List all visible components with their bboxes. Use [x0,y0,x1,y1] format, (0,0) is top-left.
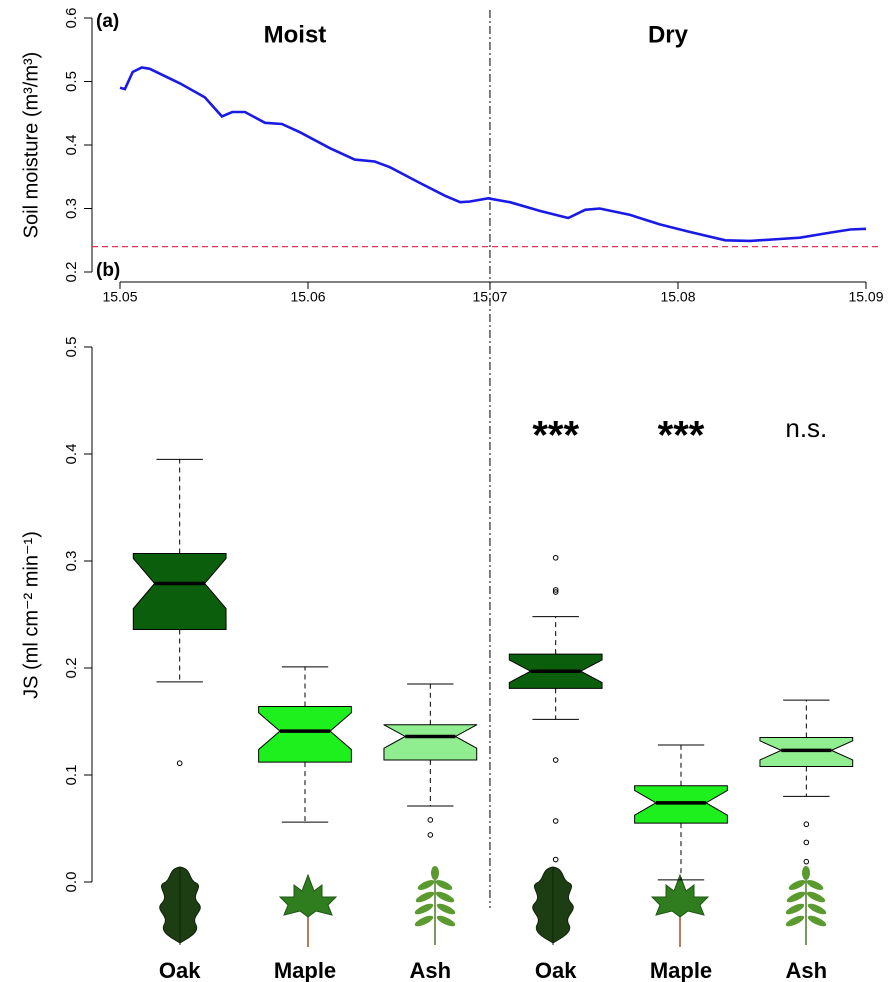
y-tick-label: 0.2 [63,262,80,283]
y-tick-label: 0.6 [63,8,80,29]
oak-leaf [159,866,201,945]
outlier [803,821,810,828]
x-tick-label: 15.07 [472,289,507,305]
outlier [552,587,559,593]
x-tick-label: 15.05 [102,289,137,305]
y-tick-label: 0.2 [63,658,80,679]
y-tick-label: 0.0 [63,872,80,893]
outlier [552,818,559,824]
outlier [552,856,559,863]
category-label: Ash [410,958,452,982]
period-label: Moist [264,21,327,48]
y-tick-label: 0.5 [63,337,80,358]
category-label: Ash [786,958,828,982]
significance-label: *** [532,414,579,458]
ash-leaf [785,866,827,945]
oak-leaf [532,866,574,945]
category-label: Maple [650,958,712,982]
y-tick-label: 0.4 [63,444,80,465]
outlier [427,832,434,838]
y-tick-label: 0.1 [63,765,80,786]
category-label: Oak [159,958,201,982]
x-tick-label: 15.08 [660,289,695,305]
panel-label: (b) [96,260,120,281]
category-label: Maple [274,958,336,982]
ash-leaf [414,866,456,945]
outlier [176,760,183,767]
period-label: Dry [648,21,689,48]
y-tick-label: 0.3 [63,198,80,219]
maple-leaf [278,873,338,947]
box [258,706,352,763]
outlier [552,554,559,561]
outlier [552,589,559,595]
y-tick-label: 0.5 [63,71,80,92]
y-tick-label: 0.4 [63,135,80,156]
significance-label: *** [658,414,705,458]
outlier [803,858,810,865]
box [383,724,478,761]
outlier [803,839,810,846]
outlier [552,757,559,763]
box [132,553,227,630]
leaf-icons [159,866,827,947]
maple-leaf [650,873,710,947]
y-axis-label: JS (ml cm⁻² min⁻¹) [20,531,42,699]
panel-label: (a) [96,11,119,32]
y-tick-label: 0.3 [63,551,80,572]
soil-moisture-line [119,66,867,243]
significance-label: n.s. [785,413,827,443]
category-label: Oak [535,958,577,982]
outlier [427,817,434,823]
x-tick-label: 15.06 [290,289,325,305]
y-axis-label: Soil moisture (m³/m³) [20,52,42,239]
x-tick-label: 15.09 [848,289,883,305]
